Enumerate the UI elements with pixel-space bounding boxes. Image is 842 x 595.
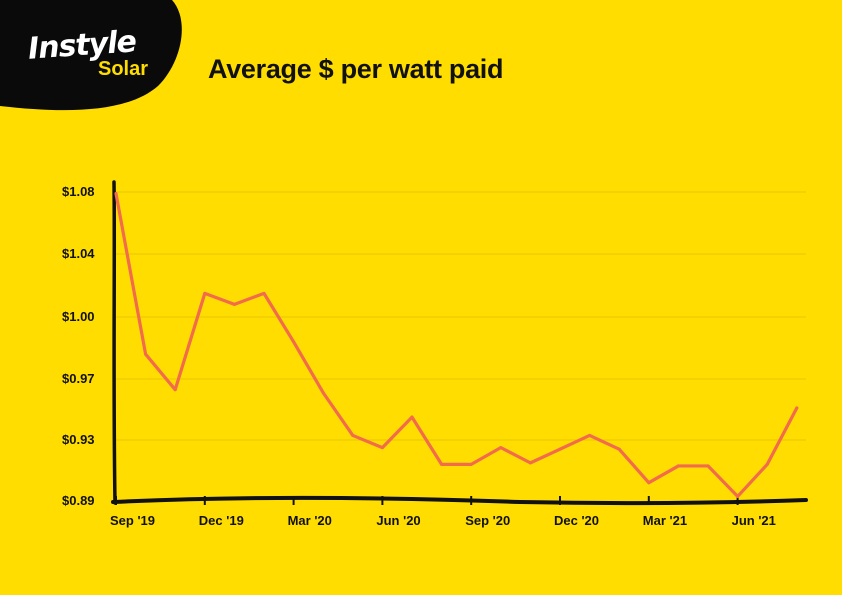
data-point [469,462,473,466]
data-point [528,461,532,465]
data-point [765,462,769,466]
data-point [203,291,207,295]
y-tick-label: $0.97 [62,371,95,386]
y-tick-label: $1.04 [62,246,95,261]
data-point [262,291,266,295]
data-point [558,447,562,451]
series-line [114,191,799,499]
x-tick-label: Jun '20 [376,513,420,528]
x-tick-label: Dec '19 [199,513,244,528]
data-point [410,415,414,419]
data-point [499,446,503,450]
data-point [440,462,444,466]
y-axis [112,180,117,505]
brand-logo-sub: Solar [98,58,149,80]
y-tick-label: $1.00 [62,309,95,324]
x-axis [111,495,808,506]
data-point [321,391,325,395]
data-point [736,494,740,498]
x-tick-label: Sep '19 [110,513,155,528]
y-tick-label: $0.89 [62,493,95,508]
x-tick-label: Jun '21 [732,513,776,528]
data-point [380,446,384,450]
x-tick-label: Mar '21 [643,513,687,528]
y-tick-label: $1.08 [62,184,95,199]
x-tick-label: Sep '20 [465,513,510,528]
data-point [617,447,621,451]
data-point [676,464,680,468]
data-point [588,433,592,437]
x-tick-label: Dec '20 [554,513,599,528]
data-point [292,340,296,344]
data-point [232,302,236,306]
chart-title: Average $ per watt paid [208,54,504,84]
y-tick-label: $0.93 [62,432,95,447]
data-point [173,388,177,392]
data-point [647,481,651,485]
data-point [795,406,799,410]
logo-background [0,0,182,111]
data-point [351,433,355,437]
data-point [144,352,148,356]
data-point [114,192,118,196]
data-point [706,464,710,468]
x-tick-label: Mar '20 [288,513,332,528]
